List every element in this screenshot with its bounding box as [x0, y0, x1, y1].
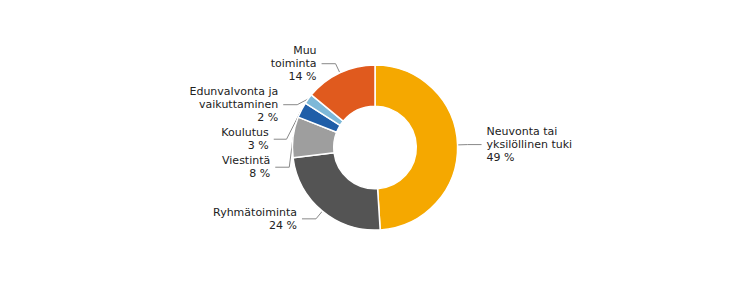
svg-text:Koulutus: Koulutus [221, 126, 269, 139]
svg-text:14 %: 14 % [289, 70, 317, 83]
svg-text:Muu: Muu [293, 44, 316, 57]
svg-text:Neuvonta tai: Neuvonta tai [487, 125, 558, 138]
svg-text:Ryhmätoiminta: Ryhmätoiminta [213, 206, 297, 219]
svg-text:Viestintä: Viestintä [222, 154, 270, 167]
svg-text:toiminta: toiminta [271, 57, 317, 70]
svg-text:vaikuttaminen: vaikuttaminen [199, 98, 278, 111]
svg-text:8 %: 8 % [249, 167, 270, 180]
svg-text:2 %: 2 % [257, 111, 278, 124]
svg-text:3 %: 3 % [248, 139, 269, 152]
svg-text:yksilöllinen tuki: yksilöllinen tuki [487, 138, 573, 151]
svg-text:49 %: 49 % [487, 151, 515, 164]
svg-text:24 %: 24 % [269, 219, 297, 232]
svg-text:Edunvalvonta ja: Edunvalvonta ja [189, 85, 278, 98]
